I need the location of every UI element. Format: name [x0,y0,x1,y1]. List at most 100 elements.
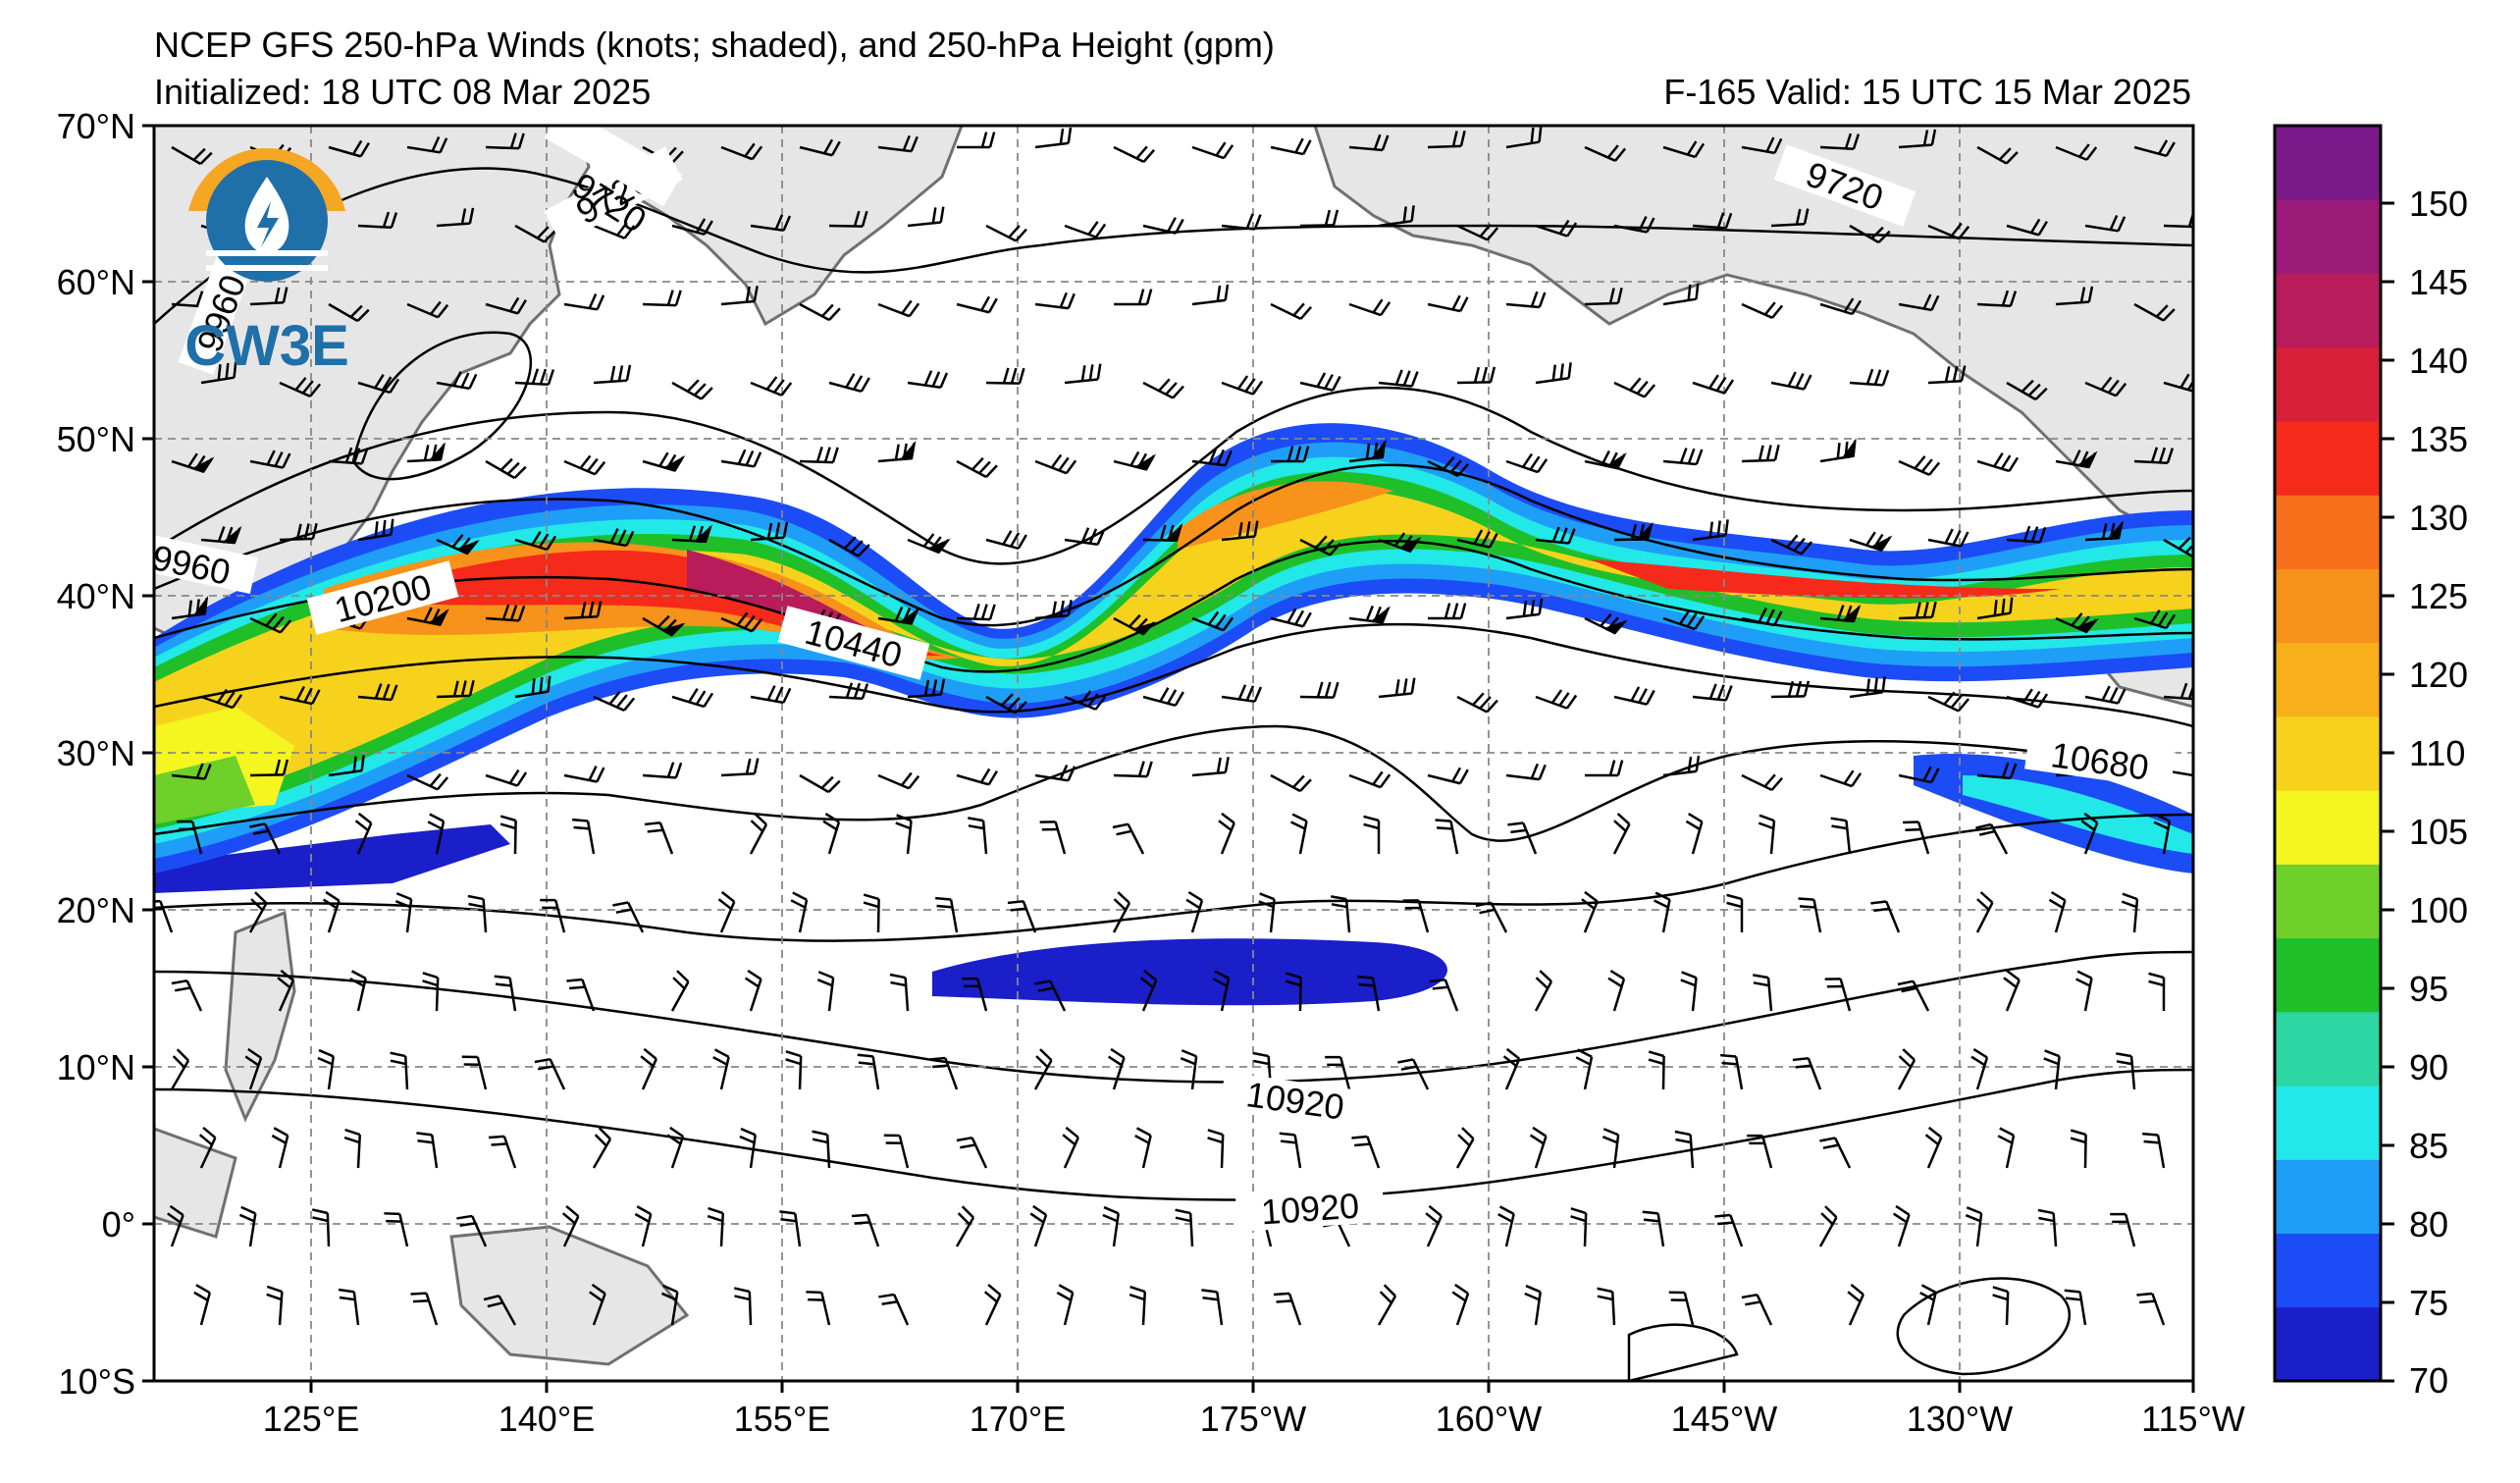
colorbar-tick-label: 145 [2409,262,2468,302]
wind-barb-feather [615,694,628,709]
wind-barb [2054,899,2067,933]
wind-barb [1034,302,1069,310]
wind-barb [1661,899,1671,933]
wind-barb-feather [1107,1055,1123,1067]
wind-barb [985,695,1017,715]
wind-barb [907,221,941,228]
wind-barb [586,821,596,855]
colorbar-segment [2275,715,2381,791]
wind-barb [1692,695,1726,702]
wind-barb-feather [1402,370,1411,387]
wind-barb-feather [1716,520,1721,537]
wind-barb-feather [2037,221,2048,237]
wind-barb-feather [175,986,191,992]
wind-barb [326,1212,331,1247]
wind-barb [1063,1292,1075,1326]
wind-barb [798,1055,803,1090]
colorbar-tick-label: 75 [2409,1283,2448,1323]
wind-barb-feather [1843,769,1855,785]
wind-barb [2055,300,2090,306]
wind-barb-feather [594,1134,607,1147]
init-time: Initialized: 18 UTC 08 Mar 2025 [154,72,652,112]
wind-barb-feather [389,378,400,394]
wind-barb [1812,899,1822,933]
wind-barb-feather [863,901,879,909]
wind-barb-feather [1902,1048,1916,1061]
colorbar-segment [2275,1233,2381,1308]
wind-barb [1191,616,1225,632]
wind-barb [1141,980,1158,1012]
wind-barb [562,1215,580,1247]
wind-barb [719,1056,730,1090]
wind-barb-feather [1410,371,1419,388]
wind-barb-feather [1753,981,1769,987]
wind-barb-feather [422,980,439,987]
colorbar-tick-label: 135 [2409,419,2468,459]
wind-barb-feather [1212,978,1228,987]
wind-barb-feather [1351,1135,1368,1139]
wind-barb-feather [634,1212,650,1223]
wind-barb [975,978,988,1012]
wind-barb-feather [1017,534,1027,550]
wind-barb-feather [671,150,684,164]
wind-barb [1989,823,2009,855]
wind-barb-feather [1479,223,1492,238]
wind-barb-feather [277,977,291,989]
wind-barb-feather [1299,778,1312,792]
wind-barb-feather [923,370,933,386]
wind-barb [249,616,282,634]
wind-barb [485,145,520,150]
colorbar-segment [2275,642,2381,717]
wind-barb-feather [431,135,441,152]
wind-barb-feather [1294,609,1305,625]
wind-barb-feather [1836,443,1841,459]
wind-barb-feather [2150,447,2159,463]
wind-barb-feather [1002,367,1010,384]
wind-barb [1661,1055,1665,1090]
wind-barb-feather [1597,1295,1613,1301]
wind-barb-feather [360,448,369,464]
wind-barb-feather [282,287,289,303]
wind-barb-feather [708,1206,724,1215]
wind-barb-feather [623,697,636,712]
wind-barb-feather [1059,291,1068,308]
wind-barb-feather [822,820,838,831]
wind-barb-feather [2157,611,2169,627]
wind-barb-feather [1521,452,1534,468]
lat-label: 40°N [57,576,135,616]
wind-barb-feather [381,376,393,392]
wind-barb [1976,773,2011,780]
wind-barb [327,1056,335,1090]
wind-barb-feather [546,535,557,551]
wind-barb-feather [1873,369,1882,386]
wind-barb [1299,695,1335,699]
wind-barb-feather [317,1056,334,1066]
wind-barb [1770,695,1806,699]
wind-barb-feather [1630,523,1638,540]
wind-barb [981,821,988,855]
wind-barb [471,1215,488,1247]
wind-barb [828,538,860,557]
lat-label: 20°N [57,890,135,930]
wind-barb-feather [1551,364,1557,381]
wind-barb [592,1293,606,1326]
wind-barb-feather [1708,521,1714,538]
wind-barb [641,1058,657,1090]
wind-barb-feather [957,1212,971,1226]
wind-barb [357,533,392,542]
wind-barb-feather [773,379,785,394]
wind-barb-feather [931,371,941,388]
wind-barb-feather [195,291,204,307]
wind-barb-feather [987,297,998,313]
wind-barb [328,459,363,465]
wind-barb-feather [2008,456,2020,472]
wind-barb-feather [422,972,439,980]
wind-barb [1142,695,1177,708]
wind-barb-feather [1080,365,1086,382]
wind-barb-feather [1765,609,1775,624]
wind-barb [2006,695,2039,709]
wind-barb-feather [765,376,778,391]
wind-barb [431,1135,439,1169]
wind-barb-feather [1056,1291,1072,1301]
wind-barb-feather [1803,374,1812,391]
